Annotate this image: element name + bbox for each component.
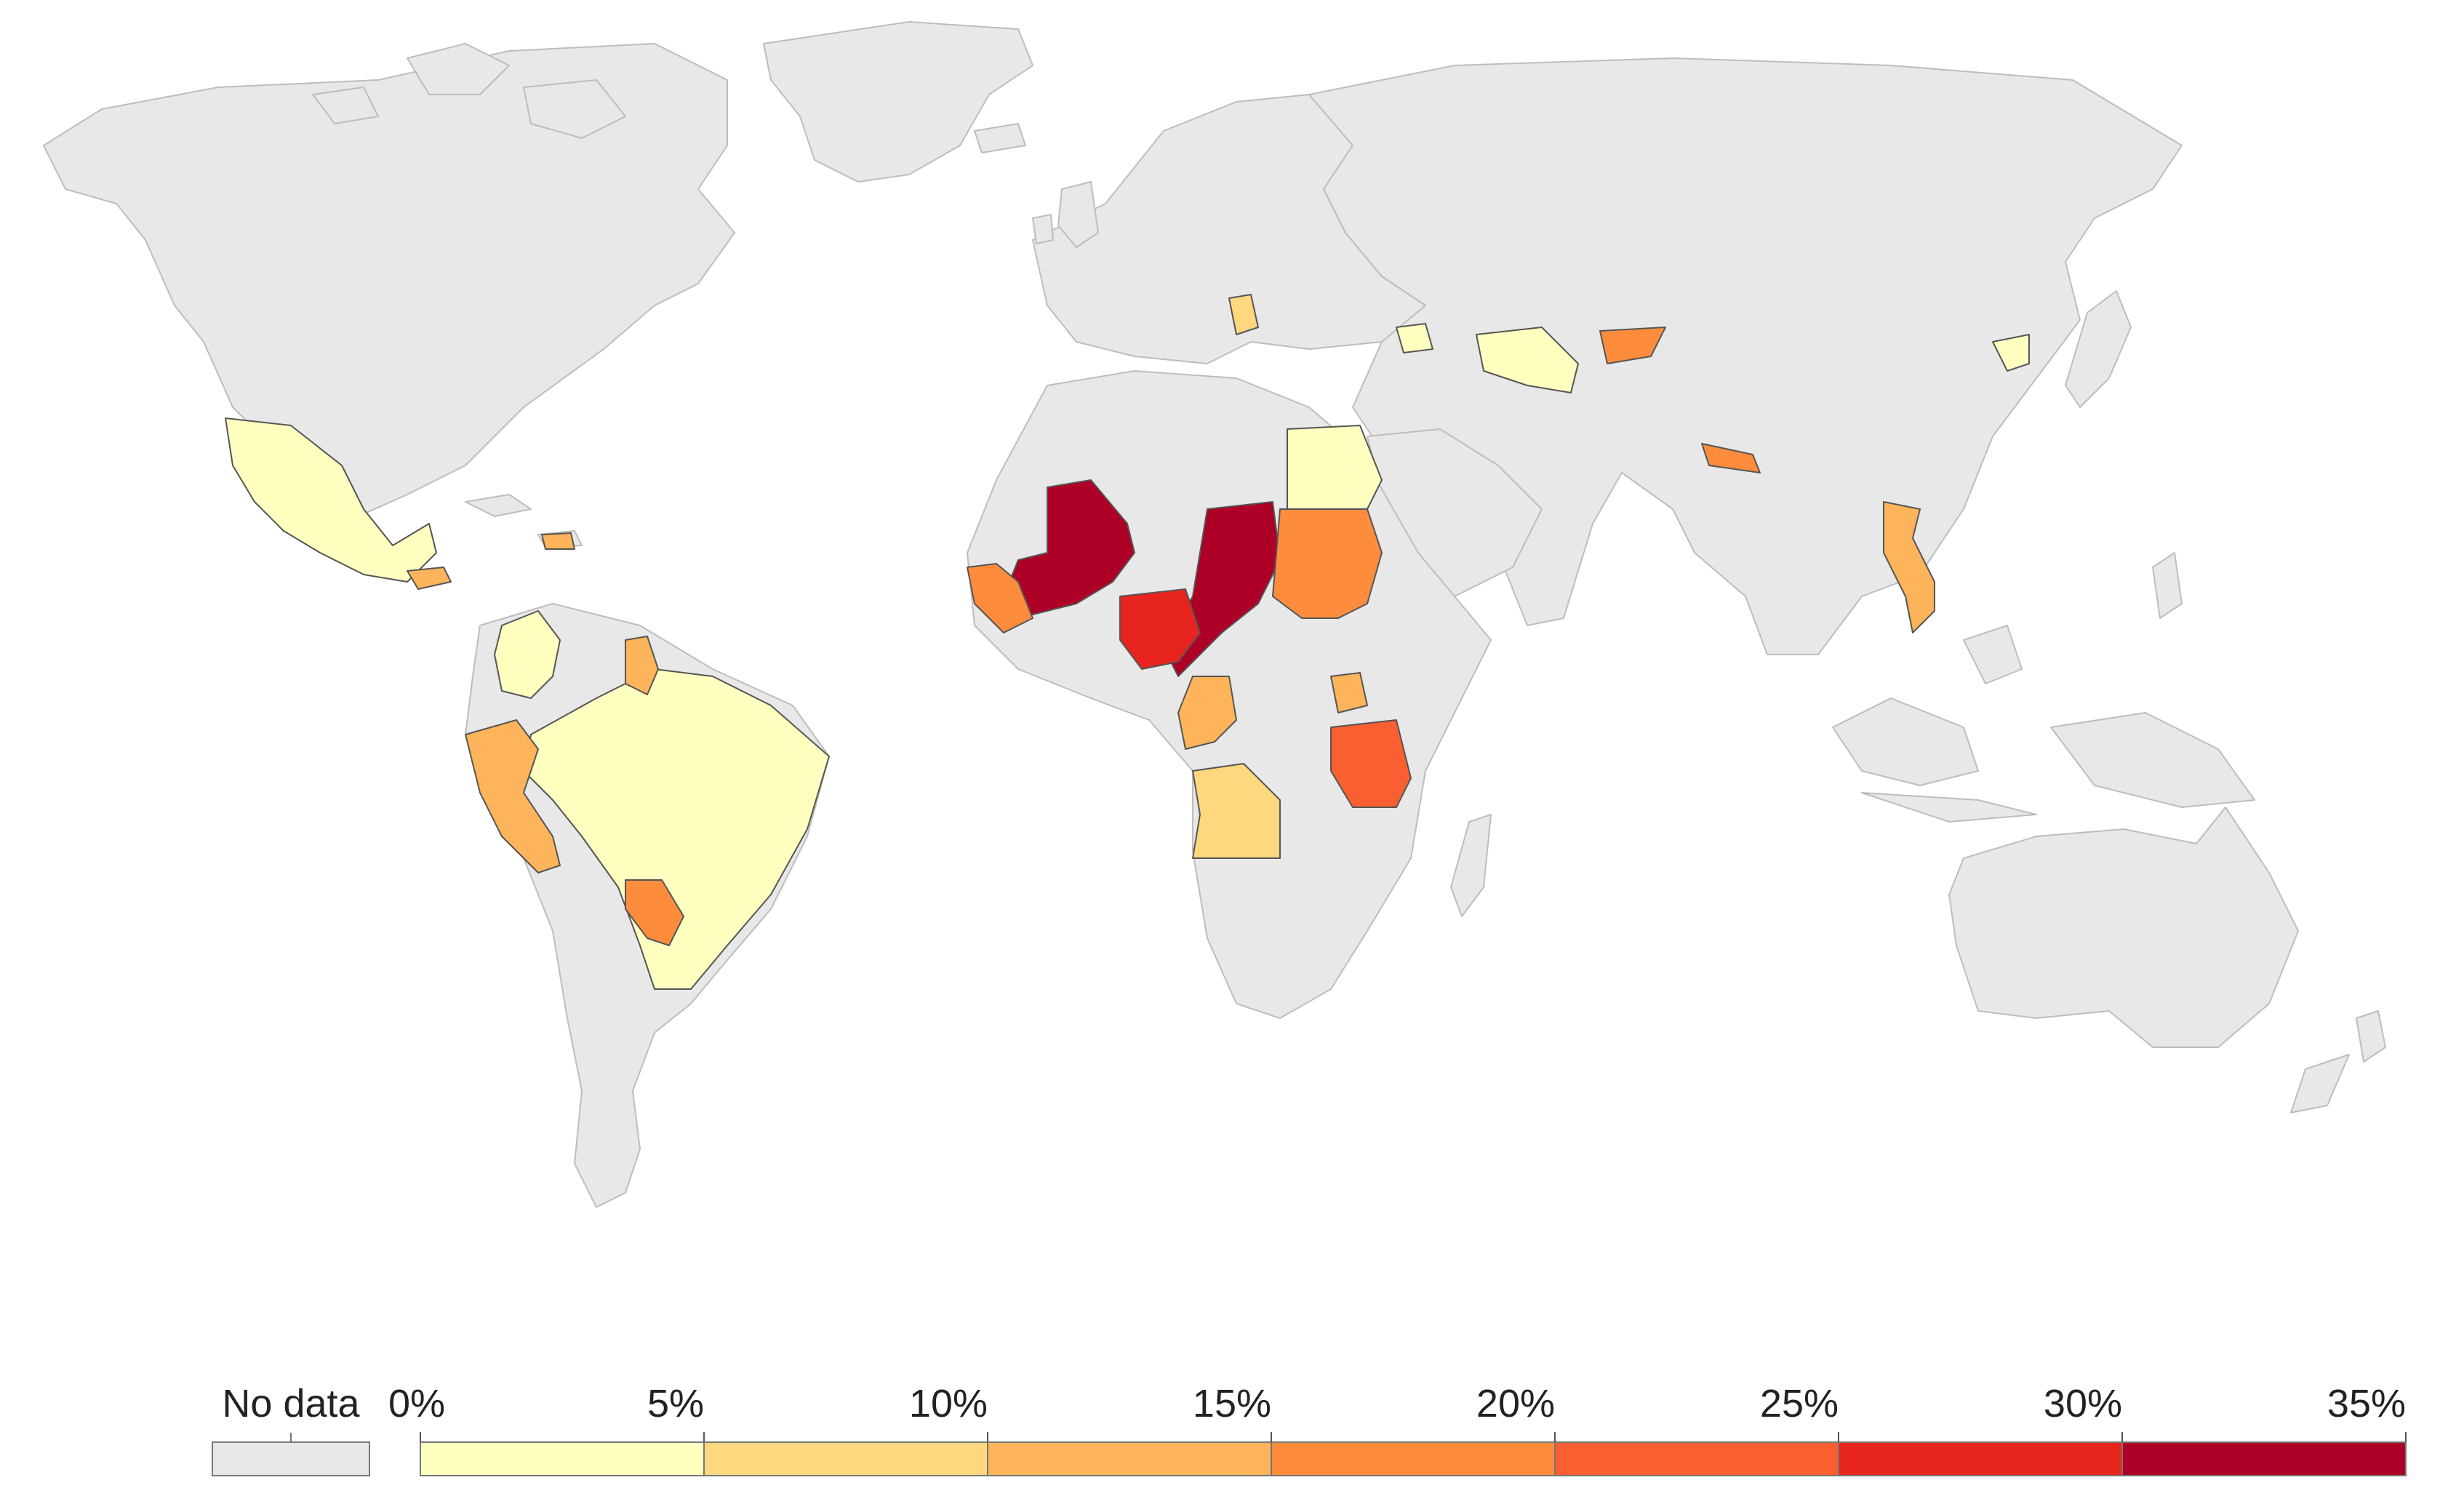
legend-bin-4 — [1554, 1441, 1839, 1476]
japan — [2065, 290, 2132, 408]
legend-bin-0 — [420, 1441, 705, 1476]
madagascar — [1450, 814, 1492, 917]
legend-tick-label-4: 20% — [1476, 1382, 1555, 1425]
region-nigeria[interactable] — [1119, 588, 1201, 670]
iceland — [974, 123, 1026, 153]
region-guyana[interactable] — [625, 636, 659, 695]
region-peru[interactable] — [465, 719, 561, 873]
legend-tick-label-1: 5% — [647, 1382, 704, 1425]
region-drc[interactable] — [1177, 676, 1237, 750]
new-zealand — [2290, 1010, 2386, 1113]
greenland — [763, 21, 1033, 183]
region-honduras[interactable] — [407, 567, 452, 590]
region-brazil[interactable] — [523, 668, 830, 990]
region-paraguay[interactable] — [625, 879, 684, 946]
region-mexico[interactable] — [225, 417, 437, 583]
legend-bin-2 — [987, 1441, 1272, 1476]
region-tanzania[interactable] — [1330, 719, 1412, 808]
region-guinea[interactable] — [967, 563, 1033, 633]
region-sudan[interactable] — [1272, 508, 1383, 619]
legend: No data 0% 5% 10% 15% 20% 25% 30% 35% — [212, 1382, 2407, 1476]
legend-bin-1 — [703, 1441, 988, 1476]
region-nepal[interactable] — [1701, 443, 1761, 473]
data-regions — [225, 294, 2030, 990]
region-uganda[interactable] — [1330, 672, 1368, 713]
legend-bin-5 — [1838, 1441, 2123, 1476]
region-north-korea[interactable] — [1992, 334, 2030, 372]
region-angola[interactable] — [1192, 763, 1281, 859]
legend-tick-labels: 0% 5% 10% 15% 20% 25% 30% 35% — [388, 1382, 2407, 1442]
southeast-asia-islands — [1832, 552, 2255, 823]
north-america — [43, 43, 735, 524]
legend-bin-3 — [1271, 1441, 1556, 1476]
legend-tick-label-7: 35% — [2327, 1382, 2406, 1425]
region-serbia[interactable] — [1228, 294, 1259, 335]
region-armenia[interactable] — [1396, 323, 1433, 353]
legend-tick-label-6: 30% — [2044, 1382, 2122, 1425]
legend-no-data-swatch — [212, 1441, 370, 1476]
legend-tick-label-3: 15% — [1193, 1382, 1271, 1425]
region-caribbean-haiti[interactable] — [541, 532, 575, 550]
uk-ireland — [1032, 181, 1099, 248]
region-colombia[interactable] — [494, 610, 561, 699]
region-kyrgyzstan[interactable] — [1599, 327, 1666, 364]
region-vietnam[interactable] — [1883, 501, 1935, 633]
legend-tick-label-2: 10% — [909, 1382, 988, 1425]
region-egypt[interactable] — [1287, 425, 1383, 510]
legend-no-data-label: No data — [222, 1382, 360, 1425]
legend-tick-label-5: 25% — [1760, 1382, 1839, 1425]
australia — [1948, 807, 2299, 1048]
legend-tick-label-0: 0% — [388, 1382, 445, 1425]
region-turkmenistan[interactable] — [1476, 327, 1579, 393]
region-mali[interactable] — [1003, 479, 1135, 619]
legend-bin-6 — [2121, 1441, 2407, 1476]
legend-color-bins — [420, 1441, 2407, 1476]
arctic-islands — [312, 43, 626, 139]
